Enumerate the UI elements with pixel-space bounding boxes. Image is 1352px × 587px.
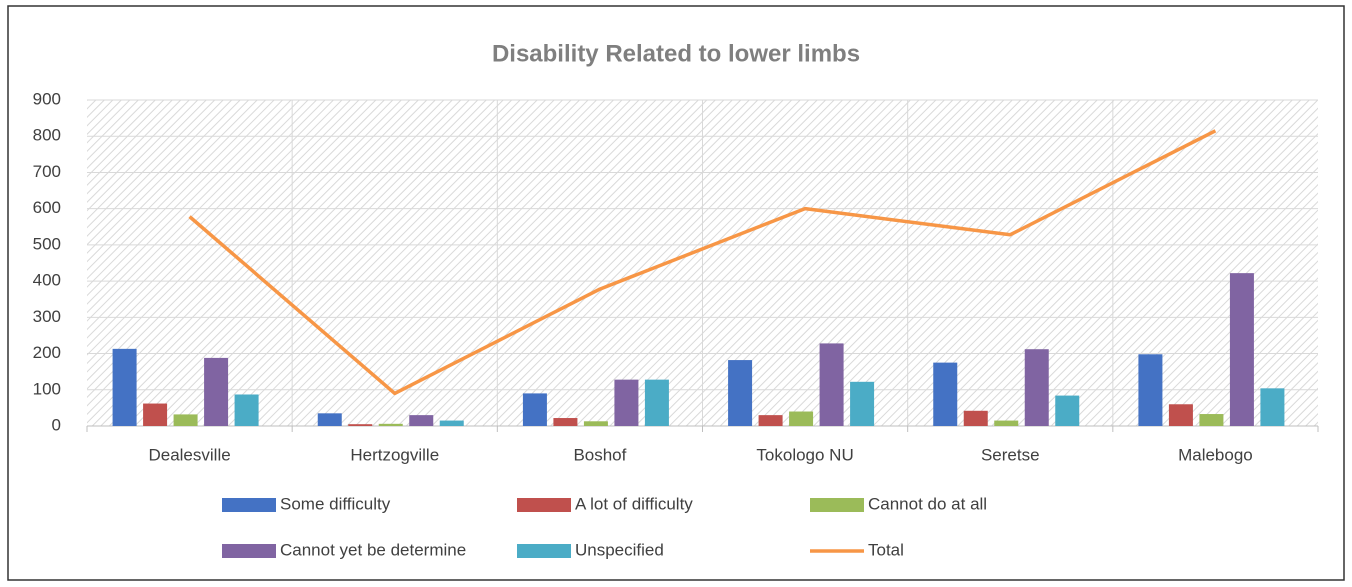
bar	[994, 420, 1019, 426]
bar	[348, 424, 373, 426]
x-tick-label: Malebogo	[1178, 445, 1253, 464]
bar	[583, 421, 608, 426]
bar	[553, 418, 578, 426]
legend-swatch	[222, 544, 276, 558]
y-tick-label: 400	[33, 271, 61, 290]
bar	[963, 410, 988, 426]
bar	[1138, 354, 1163, 426]
bar	[1199, 414, 1224, 426]
bar	[522, 393, 547, 426]
bar	[143, 403, 168, 426]
y-tick-label: 300	[33, 307, 61, 326]
legend-label: A lot of difficulty	[575, 494, 693, 513]
bar	[933, 362, 958, 426]
legend-label: Total	[868, 540, 904, 559]
y-tick-label: 800	[33, 126, 61, 145]
bar	[234, 394, 259, 426]
x-tick-label: Tokologo NU	[756, 445, 853, 464]
bar	[728, 360, 753, 426]
legend-swatch	[810, 498, 864, 512]
y-tick-label: 500	[33, 234, 61, 253]
bar	[1168, 404, 1193, 426]
bar	[789, 411, 814, 426]
y-tick-label: 0	[52, 415, 61, 434]
bar	[439, 420, 464, 426]
legend-label: Cannot yet be determine	[280, 540, 466, 559]
bar	[1229, 273, 1254, 426]
bar	[1055, 395, 1080, 426]
x-tick-label: Boshof	[573, 445, 626, 464]
bar	[173, 414, 198, 426]
y-tick-label: 200	[33, 343, 61, 362]
bar	[614, 379, 639, 426]
y-tick-label: 100	[33, 379, 61, 398]
bar	[317, 413, 342, 426]
bar	[850, 381, 875, 426]
bar	[758, 415, 783, 426]
bar	[378, 423, 403, 426]
legend-swatch	[222, 498, 276, 512]
legend-label: Unspecified	[575, 540, 664, 559]
bar	[112, 348, 137, 426]
legend-label: Some difficulty	[280, 494, 391, 513]
chart-title: Disability Related to lower limbs	[492, 40, 860, 67]
x-tick-label: Hertzogville	[350, 445, 439, 464]
line	[188, 129, 1217, 396]
bar	[204, 357, 229, 426]
y-tick-label: 600	[33, 198, 61, 217]
legend-swatch	[517, 544, 571, 558]
x-tick-label: Dealesville	[148, 445, 230, 464]
bar	[409, 415, 434, 426]
y-tick-label: 900	[33, 89, 61, 108]
bar	[1260, 388, 1285, 426]
bar	[1024, 349, 1049, 426]
legend-swatch	[517, 498, 571, 512]
x-tick-label: Seretse	[981, 445, 1040, 464]
bar	[644, 379, 669, 426]
y-tick-label: 700	[33, 162, 61, 181]
bar	[819, 343, 844, 426]
legend-label: Cannot do at all	[868, 494, 987, 513]
